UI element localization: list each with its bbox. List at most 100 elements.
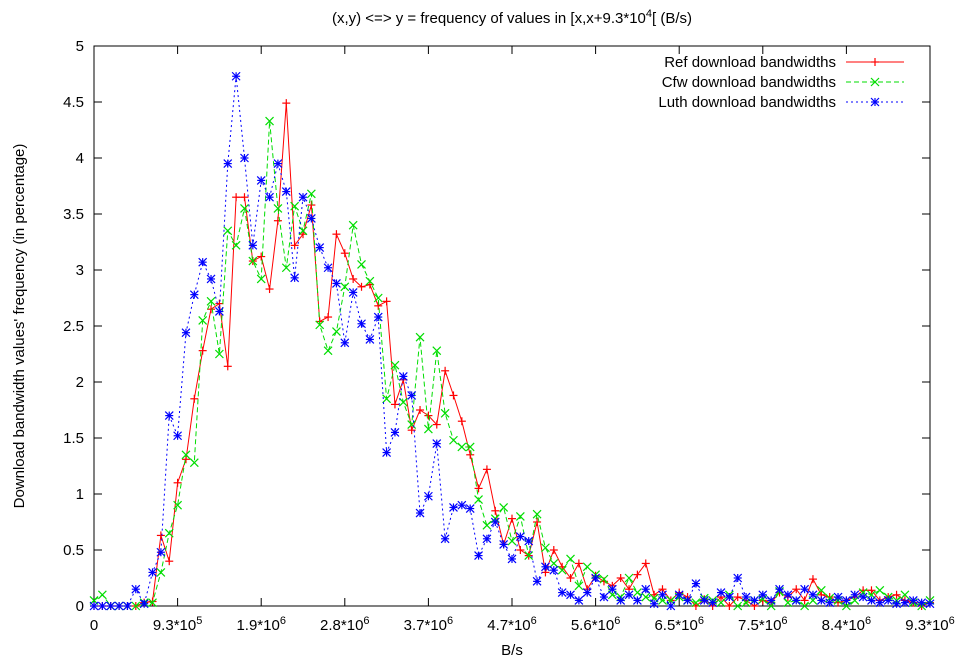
data-point [758, 590, 768, 600]
data-point [373, 293, 383, 303]
data-point [206, 296, 216, 306]
data-point [725, 602, 734, 610]
data-point [457, 417, 466, 426]
data-point [666, 601, 676, 611]
data-point [248, 240, 258, 250]
data-point [825, 593, 835, 603]
legend-label: Cfw download bandwidths [662, 74, 836, 91]
series-3 [89, 71, 935, 611]
data-point [641, 584, 651, 594]
y-tick-label: 2.5 [63, 318, 84, 335]
data-point [298, 192, 308, 202]
data-point [574, 581, 584, 591]
data-point [875, 598, 885, 608]
data-point [683, 595, 692, 605]
data-point [290, 201, 300, 211]
data-point [515, 532, 525, 541]
data-point [624, 573, 634, 583]
x-tick-base: 3.7*10 [404, 617, 447, 634]
data-point [148, 567, 157, 577]
data-point [524, 551, 534, 561]
data-point [574, 559, 583, 568]
data-point [206, 274, 216, 284]
data-point [816, 585, 826, 595]
data-point [465, 504, 475, 513]
x-tick-base: 8.4*10 [822, 617, 865, 634]
data-point [440, 534, 450, 544]
data-point [265, 192, 274, 202]
data-point [156, 567, 166, 577]
data-point [908, 595, 918, 605]
data-point [867, 586, 876, 595]
data-point [449, 391, 458, 400]
data-point [750, 595, 759, 605]
data-point [649, 599, 659, 609]
data-point [256, 175, 266, 185]
data-point [800, 584, 810, 594]
data-point [181, 328, 191, 338]
data-point [282, 99, 291, 108]
series-line [93, 120, 931, 607]
data-point [716, 588, 726, 597]
data-point [457, 500, 467, 510]
data-point [257, 252, 266, 261]
legend-label: Luth download bandwidths [658, 94, 836, 111]
data-point [883, 595, 893, 605]
series-line [94, 76, 931, 607]
x-tick-base: 6.5*10 [654, 617, 697, 634]
data-point [599, 574, 609, 584]
x-tick-label: 1.9*106 [236, 615, 286, 634]
x-tick-base: 7.5*10 [738, 617, 781, 634]
data-point [792, 585, 801, 594]
data-point [164, 528, 174, 538]
x-tick-exponent: 6 [614, 615, 620, 627]
data-point [265, 285, 274, 294]
data-point [89, 601, 99, 611]
x-tick-label: 2.8*106 [320, 615, 370, 634]
data-point [574, 595, 584, 605]
data-point [189, 290, 199, 300]
x-tick-exponent: 6 [531, 615, 537, 627]
data-point [232, 193, 241, 202]
legend-marker [871, 58, 879, 66]
x-tick-base: 2.8*10 [320, 617, 363, 634]
data-point [800, 596, 809, 605]
data-point [198, 346, 207, 355]
data-point [290, 241, 299, 250]
y-tick-label: 0.5 [63, 542, 84, 559]
x-tick-base: 9.3*10 [905, 617, 948, 634]
data-point [223, 362, 232, 371]
data-point [582, 562, 592, 572]
data-point [398, 371, 408, 381]
data-point [599, 592, 609, 602]
data-point [423, 424, 433, 434]
data-point [925, 599, 935, 609]
data-point [315, 320, 325, 330]
data-point [808, 575, 817, 584]
data-point [407, 391, 417, 400]
x-tick-base: 5.6*10 [571, 617, 614, 634]
data-point [281, 187, 291, 197]
data-point [423, 491, 433, 501]
legend-marker [870, 97, 880, 107]
x-tick-label: 9.3*105 [153, 615, 203, 634]
data-point [858, 592, 868, 602]
y-tick-label: 2 [76, 374, 84, 391]
data-point [900, 598, 910, 608]
y-tick-label: 1 [76, 486, 84, 503]
x-tick-label: 9.3*106 [905, 615, 955, 634]
data-point [273, 203, 283, 213]
x-tick-exponent: 6 [363, 615, 369, 627]
x-tick-base: 9.3*10 [153, 617, 196, 634]
data-point [390, 400, 399, 409]
data-point [549, 565, 559, 575]
data-point [306, 214, 316, 223]
data-point [557, 565, 567, 575]
data-point [457, 442, 467, 452]
data-point [97, 601, 107, 611]
data-point [415, 332, 425, 342]
data-point [549, 546, 558, 554]
data-point [223, 159, 233, 169]
data-point [398, 397, 408, 407]
